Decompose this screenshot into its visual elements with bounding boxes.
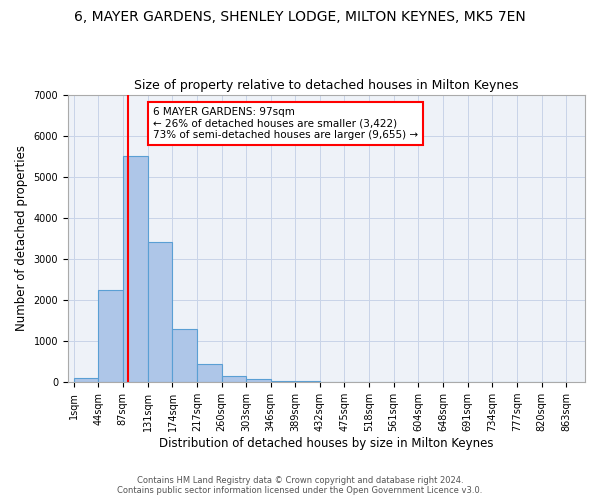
- Bar: [221, 376, 246, 382]
- Bar: [74, 378, 98, 382]
- Title: Size of property relative to detached houses in Milton Keynes: Size of property relative to detached ho…: [134, 79, 519, 92]
- Bar: [197, 364, 221, 382]
- Bar: [172, 329, 197, 382]
- Bar: [246, 379, 271, 382]
- Bar: [271, 380, 295, 382]
- Bar: [148, 242, 172, 382]
- Text: 6, MAYER GARDENS, SHENLEY LODGE, MILTON KEYNES, MK5 7EN: 6, MAYER GARDENS, SHENLEY LODGE, MILTON …: [74, 10, 526, 24]
- Bar: [123, 156, 148, 382]
- Y-axis label: Number of detached properties: Number of detached properties: [15, 146, 28, 332]
- Text: Contains HM Land Registry data © Crown copyright and database right 2024.
Contai: Contains HM Land Registry data © Crown c…: [118, 476, 482, 495]
- Bar: [98, 290, 123, 382]
- Text: 6 MAYER GARDENS: 97sqm
← 26% of detached houses are smaller (3,422)
73% of semi-: 6 MAYER GARDENS: 97sqm ← 26% of detached…: [153, 107, 418, 140]
- X-axis label: Distribution of detached houses by size in Milton Keynes: Distribution of detached houses by size …: [159, 437, 494, 450]
